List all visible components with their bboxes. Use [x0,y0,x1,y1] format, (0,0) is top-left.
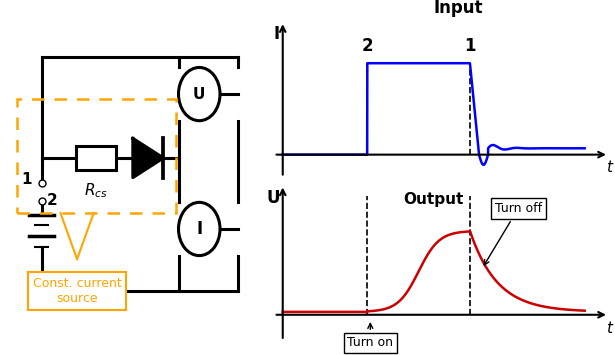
Text: Turn on: Turn on [347,323,394,349]
Text: 1: 1 [21,172,31,187]
Bar [17,99,176,213]
Text: U: U [193,87,205,102]
Text: Input: Input [434,0,483,17]
Text: I: I [274,25,280,43]
Text: t: t [606,321,612,335]
Text: Turn off: Turn off [484,202,542,265]
Text: t: t [606,160,612,175]
Text: 2: 2 [47,193,58,208]
Text: I: I [196,220,202,238]
Text: $R_{cs}$: $R_{cs}$ [84,181,108,200]
Polygon shape [133,138,164,178]
Bar [76,146,116,170]
Text: Output: Output [403,192,464,207]
Text: 1: 1 [464,37,475,55]
Text: 2: 2 [362,37,373,55]
Text: Const. current
source: Const. current source [33,277,121,305]
Text: U: U [266,189,280,207]
